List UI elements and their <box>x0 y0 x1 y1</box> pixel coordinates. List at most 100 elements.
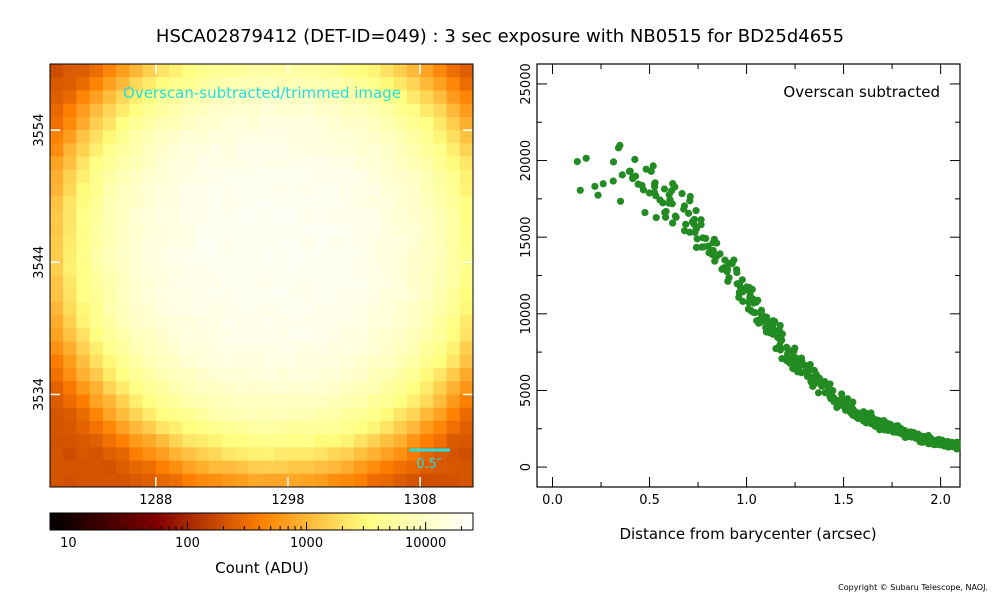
image-pixel <box>63 116 77 131</box>
image-pixel <box>459 420 474 435</box>
image-pixel <box>102 301 117 316</box>
scatter-point <box>713 239 721 247</box>
image-pixel <box>367 354 381 369</box>
image-pixel <box>235 447 249 462</box>
image-pixel <box>155 182 170 197</box>
image-pixel <box>274 407 289 422</box>
image-pixel <box>340 249 355 263</box>
image-pixel <box>195 235 210 250</box>
image-pixel <box>354 143 368 158</box>
image-pixel <box>221 116 236 131</box>
image-pixel <box>129 209 144 224</box>
scatter-point <box>891 428 900 436</box>
image-pixel <box>327 262 342 276</box>
image-pixel <box>261 209 276 224</box>
image-pixel <box>459 354 474 369</box>
image-pixel <box>116 262 130 276</box>
scatter-point <box>647 167 655 175</box>
image-pixel <box>327 420 342 435</box>
image-pixel <box>446 341 461 356</box>
image-pixel <box>195 156 210 171</box>
image-pixel <box>340 407 355 422</box>
image-pixel <box>261 262 276 276</box>
image-pixel <box>116 315 130 329</box>
image-pixel <box>459 407 474 422</box>
image-pixel <box>195 64 210 78</box>
image-pixel <box>327 64 342 78</box>
image-pixel <box>89 77 104 91</box>
scatter-point <box>744 305 752 313</box>
image-pixel <box>327 130 342 144</box>
image-pixel <box>63 473 77 488</box>
image-pixel <box>301 394 315 409</box>
image-pixel <box>420 315 434 329</box>
image-pixel <box>327 116 342 131</box>
image-pixel <box>446 156 461 171</box>
image-pixel <box>155 420 170 435</box>
image-pixel <box>420 143 434 158</box>
image-pixel <box>142 90 157 105</box>
image-pixel <box>89 249 104 263</box>
image-pixel <box>116 407 130 422</box>
image-pixel <box>446 301 461 316</box>
image-pixel <box>301 460 315 475</box>
image-pixel <box>380 222 395 237</box>
image-pixel <box>195 368 210 382</box>
image-pixel <box>102 262 117 276</box>
image-pixel <box>406 368 421 382</box>
image-pixel <box>168 103 183 118</box>
image-pixel <box>301 262 315 276</box>
image-pixel <box>221 156 236 171</box>
image-pixel <box>380 420 395 435</box>
image-pixel <box>195 275 210 290</box>
image-pixel <box>182 130 196 144</box>
image-pixel <box>142 407 157 422</box>
image-pixel <box>116 341 130 356</box>
scatter-point <box>886 420 894 428</box>
image-pixel <box>393 447 408 462</box>
image-pixel <box>327 275 342 290</box>
image-pixel <box>116 368 130 382</box>
image-pixel <box>50 90 64 105</box>
image-pixel <box>155 394 170 409</box>
image-pixel <box>406 328 421 343</box>
image-pixel <box>314 116 329 131</box>
image-pixel <box>208 64 223 78</box>
image-pixel <box>261 354 276 369</box>
image-pixel <box>314 407 329 422</box>
image-pixel <box>208 460 223 475</box>
image-pixel <box>142 341 157 356</box>
image-pixel <box>340 209 355 224</box>
image-pixel <box>314 249 329 263</box>
image-pixel <box>102 196 117 210</box>
image-pixel <box>327 301 342 316</box>
image-pixel <box>459 196 474 210</box>
image-pixel <box>393 381 408 395</box>
scatter-point <box>678 190 686 198</box>
scatter-point <box>735 280 744 288</box>
image-pixel <box>208 116 223 131</box>
scatter-point <box>691 228 699 236</box>
image-pixel <box>261 420 276 435</box>
image-pixel <box>433 130 448 144</box>
image-pixel <box>182 447 196 462</box>
image-pixel <box>261 235 276 250</box>
image-pixel <box>380 341 395 356</box>
image-pixel <box>235 182 249 197</box>
image-pixel <box>102 341 117 356</box>
image-pixel <box>314 169 329 184</box>
image-pixel <box>182 434 196 448</box>
image-pixel <box>459 235 474 250</box>
scatter-point <box>669 180 677 188</box>
scatter-point <box>739 297 747 305</box>
image-pixel <box>142 420 157 435</box>
image-pixel <box>380 460 395 475</box>
image-pixel <box>406 90 421 105</box>
scatter-point <box>662 207 670 216</box>
image-pixel <box>89 447 104 462</box>
image-pixel <box>380 262 395 276</box>
image-pixel <box>433 182 448 197</box>
colorbar-gradient <box>49 512 474 531</box>
image-pixel <box>340 315 355 329</box>
image-pixel <box>420 420 434 435</box>
